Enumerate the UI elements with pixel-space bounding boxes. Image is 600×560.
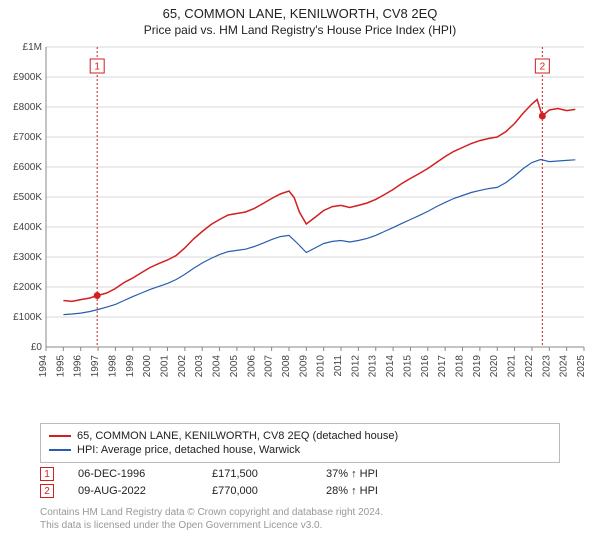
x-tick-label: 2014 [385,355,396,378]
y-tick-label: £300K [13,252,42,263]
sale-marker-num: 2 [540,62,546,73]
x-tick-label: 2018 [455,355,466,378]
sale-price: £770,000 [212,485,302,497]
x-tick-label: 2012 [350,355,361,378]
x-tick-label: 2015 [402,355,413,378]
series-line-0 [63,100,575,302]
footer-line2: This data is licensed under the Open Gov… [40,519,560,532]
sale-marker-num: 1 [94,62,100,73]
y-tick-label: £500K [13,192,42,203]
y-tick-label: £1M [23,42,42,53]
x-tick-label: 2022 [524,355,535,378]
x-tick-label: 2020 [489,355,500,378]
x-tick-label: 2008 [281,355,292,378]
x-tick-label: 2010 [316,355,327,378]
x-tick-label: 2002 [177,355,188,378]
legend-row: 65, COMMON LANE, KENILWORTH, CV8 2EQ (de… [49,430,551,442]
sale-marker-dot [539,113,546,120]
chart-title: 65, COMMON LANE, KENILWORTH, CV8 2EQ [0,6,600,21]
x-tick-label: 2003 [194,355,205,378]
sale-delta: 28% ↑ HPI [326,485,378,497]
x-tick-label: 2019 [472,355,483,378]
x-tick-label: 1996 [73,355,84,378]
x-tick-label: 1995 [55,355,66,378]
x-tick-label: 2025 [576,355,587,378]
sale-row-marker: 1 [40,467,54,481]
x-tick-label: 2005 [229,355,240,378]
sale-date: 09-AUG-2022 [78,485,188,497]
legend: 65, COMMON LANE, KENILWORTH, CV8 2EQ (de… [40,423,560,463]
x-tick-label: 2021 [507,355,518,378]
x-tick-label: 2017 [437,355,448,378]
x-tick-label: 2000 [142,355,153,378]
legend-swatch [49,449,71,451]
x-tick-label: 1997 [90,355,101,378]
sales-table: 1 06-DEC-1996 £171,500 37% ↑ HPI 2 09-AUG-202… [40,467,560,498]
x-tick-label: 2013 [368,355,379,378]
y-tick-label: £100K [13,312,42,323]
x-tick-label: 1998 [107,355,118,378]
legend-label: 65, COMMON LANE, KENILWORTH, CV8 2EQ (de… [77,430,398,442]
x-tick-label: 2011 [333,355,344,377]
legend-label: HPI: Average price, detached house, Warw… [77,444,300,456]
chart-area: £0 £100K £200K £300K £400K £500K £600K £700K £80… [0,37,600,417]
footer: Contains HM Land Registry data © Crown c… [40,506,560,532]
x-tick-label: 2023 [541,355,552,378]
x-tick-label: 2007 [264,355,275,378]
y-tick-label: £0 [31,342,43,353]
sale-row: 2 09-AUG-2022 £770,000 28% ↑ HPI [40,484,560,498]
sale-marker-dot [94,292,101,299]
sale-delta: 37% ↑ HPI [326,468,378,480]
legend-swatch [49,435,71,437]
sale-row: 1 06-DEC-1996 £171,500 37% ↑ HPI [40,467,560,481]
y-tick-label: £800K [13,102,42,113]
x-tick-label: 1999 [125,355,136,378]
chart-subtitle: Price paid vs. HM Land Registry's House … [0,23,600,37]
y-tick-label: £400K [13,222,42,233]
y-tick-label: £900K [13,72,42,83]
y-tick-label: £600K [13,162,42,173]
x-tick-label: 2004 [212,355,223,378]
sale-date: 06-DEC-1996 [78,468,188,480]
series-line-1 [63,160,575,315]
x-tick-label: 2024 [559,355,570,378]
x-tick-label: 1994 [38,355,49,378]
sale-price: £171,500 [212,468,302,480]
y-tick-label: £700K [13,132,42,143]
legend-row: HPI: Average price, detached house, Warw… [49,444,551,456]
footer-line1: Contains HM Land Registry data © Crown c… [40,506,560,519]
x-tick-label: 2009 [298,355,309,378]
x-tick-label: 2016 [420,355,431,378]
x-tick-label: 2006 [246,355,257,378]
y-tick-label: £200K [13,282,42,293]
sale-row-marker: 2 [40,484,54,498]
chart-svg: £0 £100K £200K £300K £400K £500K £600K £700K £80… [0,37,600,417]
x-tick-label: 2001 [159,355,170,378]
